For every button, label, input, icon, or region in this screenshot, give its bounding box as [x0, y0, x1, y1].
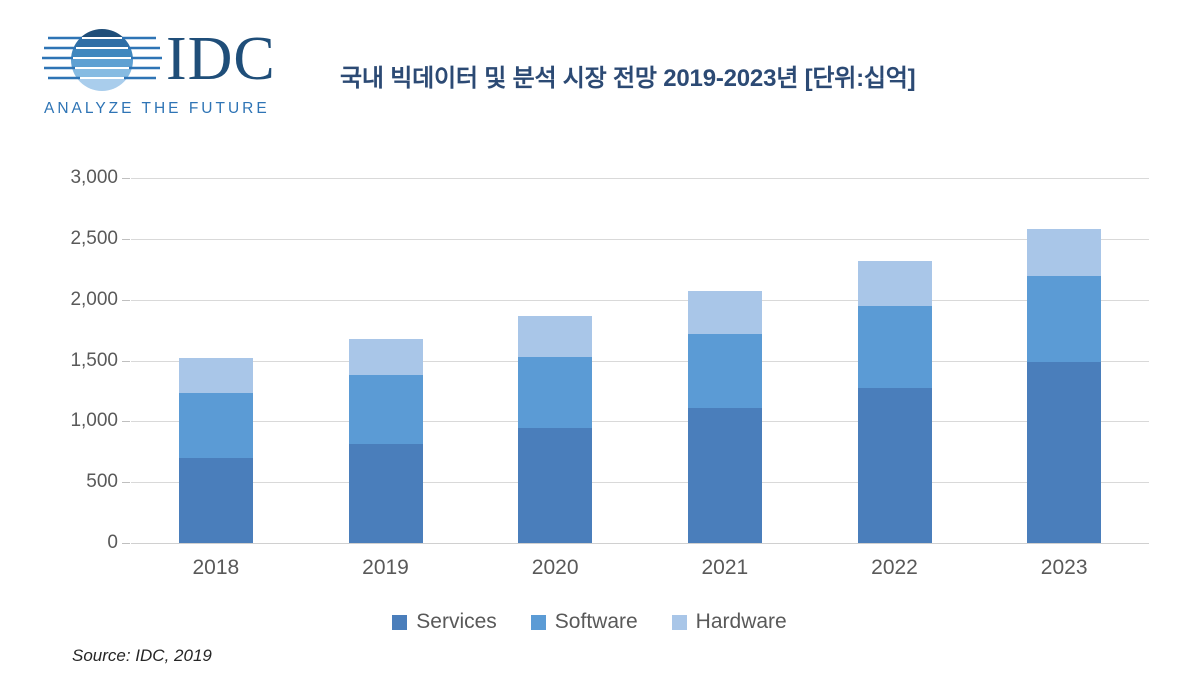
- bar-2018[interactable]: [178, 358, 253, 543]
- gridline: [131, 482, 1149, 484]
- x-axis-tick-label: 2019: [362, 556, 409, 579]
- y-axis-tick-label: 2,000: [70, 288, 118, 310]
- bar-segment-services-2021[interactable]: [687, 407, 762, 543]
- legend-label: Hardware: [695, 610, 787, 633]
- idc-logo: IDC ANALYZE THE FUTURE: [42, 25, 275, 118]
- y-axis-tick-mark: [122, 178, 130, 179]
- bar-segment-software-2018[interactable]: [178, 393, 253, 458]
- y-axis-tick-mark: [122, 421, 130, 423]
- y-axis-tick-label: 0: [107, 532, 118, 553]
- gridline: [131, 178, 1149, 179]
- y-axis-tick-label: 2,500: [70, 227, 118, 249]
- bar-segment-hardware-2022[interactable]: [857, 260, 932, 306]
- bar-segment-software-2022[interactable]: [857, 305, 932, 388]
- bar-2019[interactable]: [348, 339, 423, 543]
- gridline: [131, 421, 1149, 423]
- x-axis-tick-label: 2020: [531, 556, 579, 579]
- plot-area: [131, 178, 1149, 544]
- legend-label: Software: [554, 610, 638, 633]
- gridline: [131, 543, 1149, 544]
- bar-2022[interactable]: [857, 260, 932, 543]
- x-axis-tick-label: 2018: [192, 556, 240, 579]
- idc-globe-icon: [42, 26, 162, 98]
- bar-segment-services-2022[interactable]: [857, 387, 932, 543]
- bar-segment-software-2019[interactable]: [348, 374, 423, 444]
- bar-segment-services-2020[interactable]: [518, 428, 593, 543]
- bar-2020[interactable]: [518, 315, 593, 543]
- idc-wordmark: IDC: [166, 25, 276, 93]
- legend-swatch-icon: [530, 614, 546, 630]
- y-axis-tick-mark: [122, 543, 130, 544]
- chart-legend: Services Software Hardware: [0, 610, 1179, 634]
- page-title: 국내 빅데이터 및 분석 시장 전망 2019-2023년 [단위:십억]: [340, 65, 916, 92]
- gridline: [131, 238, 1149, 240]
- bar-segment-software-2021[interactable]: [687, 333, 762, 408]
- bar-segment-hardware-2019[interactable]: [348, 339, 423, 375]
- y-axis-tick-mark: [122, 482, 130, 484]
- y-axis-tick-mark: [122, 360, 130, 362]
- legend-label: Services: [416, 610, 497, 633]
- legend-swatch-icon: [392, 614, 408, 630]
- y-axis-tick-label: 3,000: [70, 167, 118, 188]
- bar-segment-services-2018[interactable]: [178, 457, 253, 543]
- y-axis-tick-label: 1,000: [70, 410, 118, 432]
- legend-item-services[interactable]: Services: [392, 610, 497, 634]
- y-axis-tick-mark: [122, 238, 130, 240]
- x-axis-tick-label: 2021: [701, 556, 749, 579]
- x-axis-tick-label: 2022: [871, 556, 918, 579]
- bar-segment-software-2023[interactable]: [1027, 275, 1102, 362]
- bar-segment-hardware-2020[interactable]: [518, 315, 593, 358]
- bar-segment-hardware-2023[interactable]: [1027, 229, 1102, 276]
- bar-2021[interactable]: [687, 291, 762, 543]
- bar-segment-services-2019[interactable]: [348, 443, 423, 543]
- bar-segment-services-2023[interactable]: [1027, 361, 1102, 543]
- legend-swatch-icon: [671, 614, 687, 630]
- gridline: [131, 299, 1149, 301]
- y-axis-tick-label: 1,500: [70, 349, 118, 371]
- y-axis-tick-label: 500: [86, 471, 118, 493]
- bar-segment-hardware-2021[interactable]: [687, 291, 762, 334]
- legend-item-software[interactable]: Software: [530, 610, 638, 634]
- legend-item-hardware[interactable]: Hardware: [671, 610, 787, 634]
- bar-segment-hardware-2018[interactable]: [178, 358, 253, 394]
- gridline: [131, 360, 1149, 362]
- bar-2023[interactable]: [1027, 229, 1102, 543]
- y-axis-tick-mark: [122, 299, 130, 301]
- chart-header: IDC ANALYZE THE FUTURE 국내 빅데이터 및 분석 시장 전…: [0, 0, 1179, 140]
- idc-tagline: ANALYZE THE FUTURE: [44, 100, 270, 117]
- source-note: Source: IDC, 2019: [72, 646, 212, 665]
- x-axis-tick-label: 2023: [1040, 556, 1088, 579]
- bar-segment-software-2020[interactable]: [518, 357, 593, 429]
